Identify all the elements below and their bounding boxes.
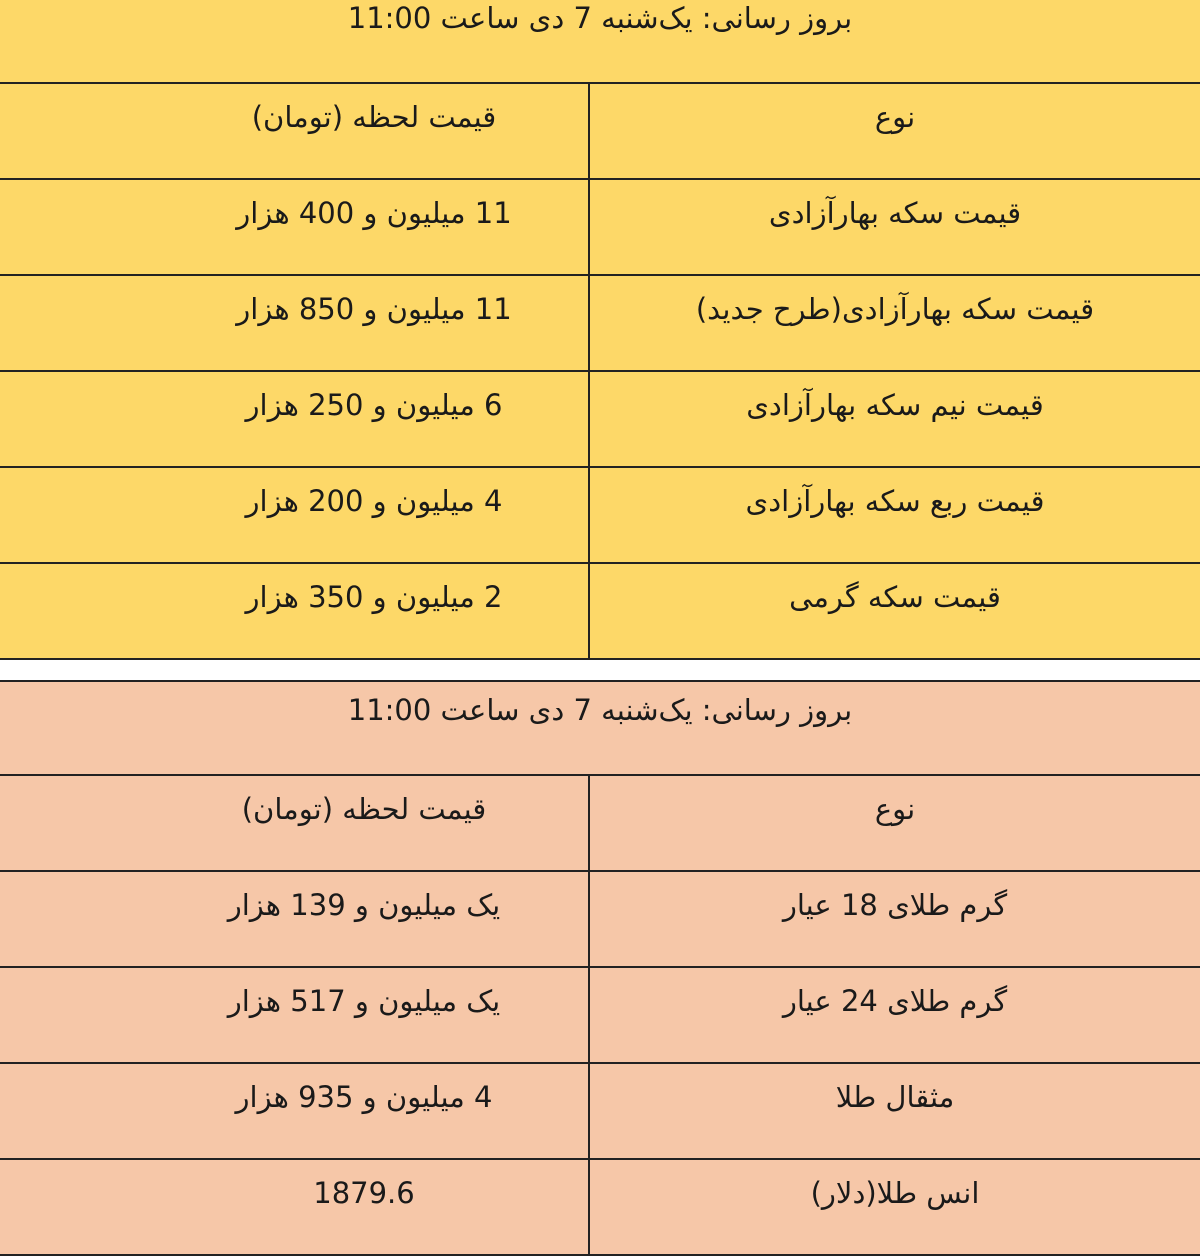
- table-row: قیمت سکه گرمی 2 میلیون و 350 هزار: [0, 564, 1200, 660]
- table-row: قیمت سکه بهارآزادی 11 میلیون و 400 هزار: [0, 180, 1200, 276]
- row-price: 11 میلیون و 850 هزار: [236, 292, 512, 326]
- coin-price-table: بروز رسانی: یک‌شنبه 7 دی ساعت 11:00 نوع …: [0, 0, 1200, 660]
- row-price: 4 میلیون و 935 هزار: [235, 1080, 493, 1114]
- table-row: گرم طلای 24 عیار یک میلیون و 517 هزار: [0, 968, 1200, 1064]
- row-type: قیمت سکه بهارآزادی(طرح جدید): [588, 276, 1200, 370]
- row-type: گرم طلای 24 عیار: [588, 968, 1200, 1062]
- header-price: قیمت لحظه (تومان): [251, 100, 497, 134]
- table-row: مثقال طلا 4 میلیون و 935 هزار: [0, 1064, 1200, 1160]
- row-type: مثقال طلا: [588, 1064, 1200, 1158]
- table-row: انس طلا(دلار) 1879.6: [0, 1160, 1200, 1256]
- update-time: بروز رسانی: یک‌شنبه 7 دی ساعت 11:00: [0, 680, 1200, 776]
- row-price: یک میلیون و 517 هزار: [227, 984, 501, 1018]
- row-type: قیمت سکه بهارآزادی: [588, 180, 1200, 274]
- header-price: قیمت لحظه (تومان): [241, 792, 487, 826]
- table-row: گرم طلای 18 عیار یک میلیون و 139 هزار: [0, 872, 1200, 968]
- row-type: انس طلا(دلار): [588, 1160, 1200, 1254]
- header-row: نوع قیمت لحظه (تومان): [0, 776, 1200, 872]
- table-row: قیمت نیم سکه بهارآزادی 6 میلیون و 250 هز…: [0, 372, 1200, 468]
- row-price: 2 میلیون و 350 هزار: [245, 580, 503, 614]
- row-type: قیمت ربع سکه بهارآزادی: [588, 468, 1200, 562]
- row-type: قیمت سکه گرمی: [588, 564, 1200, 658]
- row-price: 11 میلیون و 400 هزار: [236, 196, 512, 230]
- row-type: گرم طلای 18 عیار: [588, 872, 1200, 966]
- row-type: قیمت نیم سکه بهارآزادی: [588, 372, 1200, 466]
- update-time: بروز رسانی: یک‌شنبه 7 دی ساعت 11:00: [0, 0, 1200, 84]
- row-price: 6 میلیون و 250 هزار: [245, 388, 503, 422]
- row-price: 1879.6: [313, 1176, 415, 1210]
- row-price: یک میلیون و 139 هزار: [227, 888, 501, 922]
- gold-price-table: بروز رسانی: یک‌شنبه 7 دی ساعت 11:00 نوع …: [0, 680, 1200, 1256]
- table-row: قیمت ربع سکه بهارآزادی 4 میلیون و 200 هز…: [0, 468, 1200, 564]
- header-row: نوع قیمت لحظه (تومان): [0, 84, 1200, 180]
- header-type: نوع: [588, 776, 1200, 870]
- header-type: نوع: [588, 84, 1200, 178]
- row-price: 4 میلیون و 200 هزار: [245, 484, 503, 518]
- table-row: قیمت سکه بهارآزادی(طرح جدید) 11 میلیون و…: [0, 276, 1200, 372]
